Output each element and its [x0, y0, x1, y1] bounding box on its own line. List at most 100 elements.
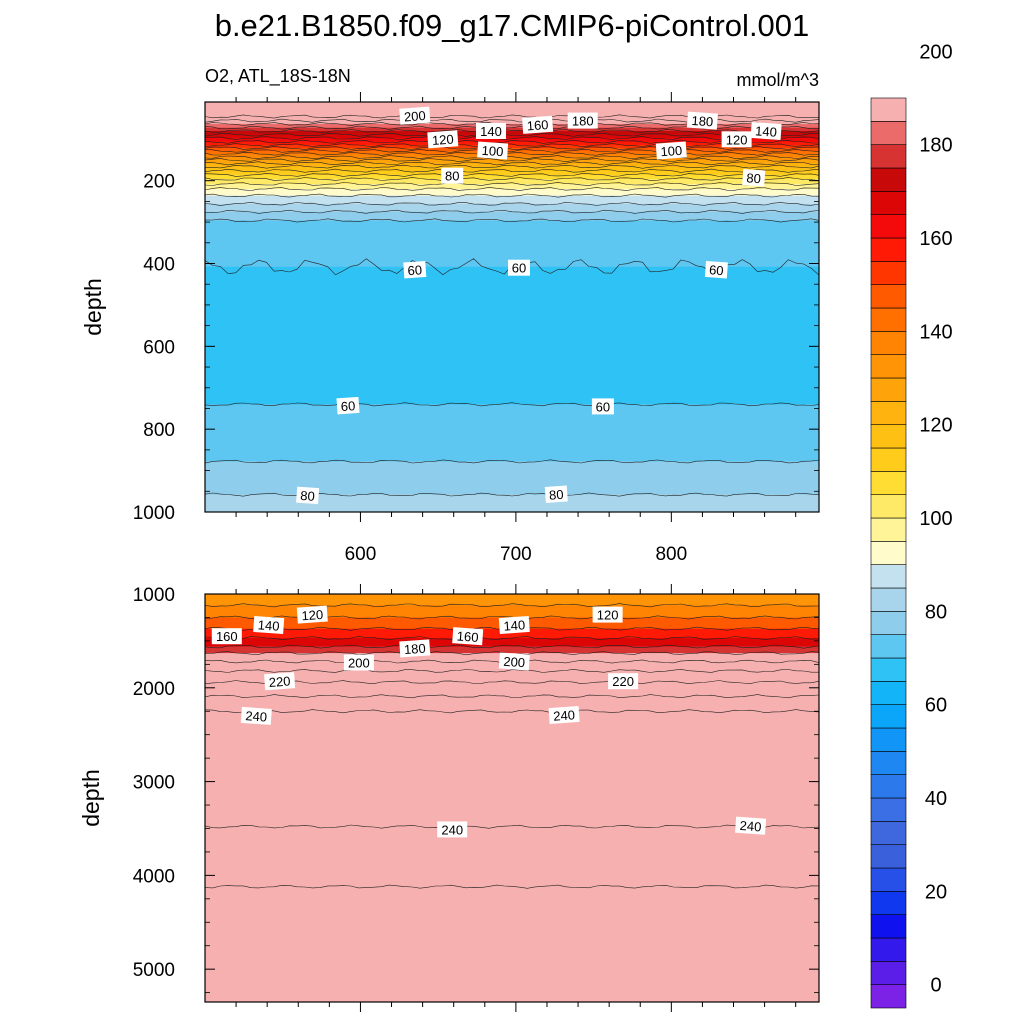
top-contour-label-text-0: 200	[403, 108, 426, 124]
top-contour-label-1: 180	[567, 112, 598, 129]
top-contour-line-22	[205, 201, 819, 206]
top-contour-line-27	[205, 459, 819, 464]
colorbar-label-0: 0	[930, 975, 941, 997]
colorbar-label-60: 60	[925, 695, 947, 717]
colorbar-label-160: 160	[919, 228, 952, 250]
colorbar-box-11	[870, 727, 907, 752]
top-xtick-label-600: 600	[345, 544, 377, 565]
bot-contour-label-text-0: 120	[301, 607, 324, 623]
top-band-22	[205, 195, 819, 205]
top-contour-line-14	[205, 161, 819, 166]
colorbar-label-120: 120	[919, 415, 952, 437]
top-contour-label-text-14: 60	[709, 262, 724, 278]
bot-contour-line-12	[205, 884, 819, 889]
top-ytick-label-600: 600	[143, 337, 175, 358]
top-contour-label-text-16: 60	[596, 399, 610, 414]
bot-band-9	[205, 682, 819, 697]
colorbar-label-80: 80	[925, 601, 947, 623]
bottom-panel: 120 120 140 140 160 160 180 200 200 220 220 240 240 2…	[78, 584, 820, 1012]
colorbar-box-34	[870, 191, 907, 215]
bottom-y-axis-label: depth	[78, 769, 104, 827]
top-band-8	[205, 141, 819, 146]
colorbar-box-2	[870, 937, 907, 962]
top-plot-frame	[204, 101, 820, 513]
top-contour-label-6: 120	[427, 130, 459, 149]
colorbar-box-18	[870, 564, 907, 589]
bot-contour-label-text-8: 200	[503, 654, 526, 670]
colorbar: 0204060801001201401601802002202402602803…	[870, 41, 953, 1009]
top-contour-label-15: 60	[336, 396, 360, 415]
bot-contour-label-8: 200	[498, 652, 530, 671]
bot-contour-label-4: 160	[211, 628, 242, 645]
top-contour-line-6	[205, 136, 819, 141]
bot-contour-line-4	[205, 644, 819, 649]
top-contour-label-0: 200	[399, 106, 431, 125]
colorbar-tick-labels: 0204060801001201401601802002202402602803…	[919, 41, 952, 997]
bot-contour-label-13: 240	[437, 821, 468, 838]
top-contour-label-14: 60	[704, 260, 728, 279]
top-band-4	[205, 127, 819, 132]
top-contour-label-11: 80	[742, 169, 766, 187]
bot-contour-label-text-7: 200	[348, 656, 370, 671]
colorbar-label-200: 200	[919, 41, 952, 63]
colorbar-box-21	[870, 494, 907, 519]
bot-contour-line-7	[205, 668, 819, 673]
bot-band-5	[205, 646, 819, 654]
colorbar-box-27	[870, 354, 907, 379]
top-contour-label-text-6: 120	[431, 132, 454, 148]
top-contour-labels: 200 180 180 160 140 140 120 120 100 100 80 80 60 60 60…	[296, 106, 782, 505]
top-contour-line-12	[205, 155, 819, 160]
colorbar-box-33	[870, 214, 907, 239]
bot-contour-label-text-5: 160	[456, 628, 479, 644]
chart-title: b.e21.B1850.f09_g17.CMIP6-piControl.001	[215, 8, 810, 43]
colorbar-box-37	[870, 121, 907, 145]
top-contour-label-12: 60	[403, 260, 427, 279]
top-ytick-label-1000: 1000	[133, 503, 175, 524]
colorbar-box-15	[870, 634, 907, 659]
bot-contour-label-text-13: 240	[441, 822, 463, 837]
bot-contour-label-text-9: 220	[268, 673, 291, 689]
bot-band-11	[205, 711, 819, 828]
top-contour-label-text-1: 180	[572, 114, 594, 129]
bot-contour-line-9	[205, 694, 819, 699]
bot-contour-label-text-3: 140	[503, 617, 526, 633]
bot-contour-label-3: 140	[498, 615, 530, 635]
bot-band-10	[205, 696, 819, 712]
colorbar-box-26	[870, 377, 907, 402]
bot-contour-label-7: 200	[343, 654, 374, 671]
top-band-26	[205, 266, 819, 405]
bot-ytick-label-3000: 3000	[133, 773, 175, 794]
top-ytick-label-400: 400	[143, 255, 175, 276]
top-band-9	[205, 145, 819, 149]
top-contour-label-3: 160	[522, 115, 554, 134]
colorbar-box-38	[870, 97, 907, 122]
top-ytick-label-200: 200	[143, 172, 175, 193]
top-contour-line-10	[205, 148, 819, 153]
top-contour-line-16	[205, 168, 819, 173]
bot-contour-label-text-11: 240	[245, 708, 268, 724]
top-contour-label-10: 80	[441, 167, 464, 184]
colorbar-box-1	[870, 961, 907, 985]
bot-contour-label-0: 120	[296, 605, 328, 624]
top-contour-label-7: 120	[721, 131, 752, 148]
top-contour-label-text-11: 80	[746, 170, 761, 186]
bot-ytick-label-1000: 1000	[133, 585, 175, 606]
bottom-ticks: 1000 2000 3000 4000 5000	[133, 584, 819, 1012]
bot-contour-label-5: 160	[452, 627, 484, 646]
top-contour-label-17: 80	[296, 486, 320, 505]
top-xtick-label-800: 800	[655, 544, 687, 565]
colorbar-box-24	[870, 424, 907, 449]
top-contour-line-26	[205, 402, 819, 407]
bot-band-8	[205, 670, 819, 683]
top-contour-label-8: 100	[477, 141, 509, 160]
bot-ytick-label-4000: 4000	[133, 866, 175, 887]
colorbar-box-25	[870, 401, 907, 425]
top-contour-line-5	[205, 132, 819, 137]
bot-contour-label-text-10: 220	[612, 674, 634, 689]
bot-contour-label-text-2: 140	[257, 617, 280, 633]
top-contour-line-19	[205, 181, 819, 186]
colorbar-box-36	[870, 144, 907, 169]
top-contour-label-9: 100	[655, 141, 687, 160]
colorbar-box-3	[870, 914, 907, 939]
top-contour-label-text-12: 60	[407, 262, 422, 278]
